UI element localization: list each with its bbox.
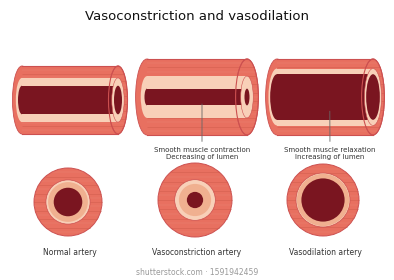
- Ellipse shape: [287, 164, 359, 236]
- Ellipse shape: [46, 180, 90, 224]
- Ellipse shape: [270, 74, 284, 120]
- Text: Vasoconstriction and vasodilation: Vasoconstriction and vasodilation: [85, 10, 309, 23]
- Ellipse shape: [145, 89, 149, 105]
- Ellipse shape: [48, 182, 88, 222]
- Ellipse shape: [16, 78, 28, 122]
- Polygon shape: [22, 66, 118, 134]
- Ellipse shape: [175, 180, 216, 220]
- Polygon shape: [22, 86, 118, 114]
- Ellipse shape: [179, 184, 211, 216]
- Ellipse shape: [13, 66, 32, 134]
- Ellipse shape: [245, 89, 249, 105]
- Ellipse shape: [114, 86, 122, 114]
- Text: Smooth muscle relaxation
Increasing of lumen: Smooth muscle relaxation Increasing of l…: [284, 111, 376, 160]
- Ellipse shape: [141, 76, 153, 118]
- Ellipse shape: [301, 178, 345, 221]
- Ellipse shape: [18, 86, 26, 114]
- Ellipse shape: [112, 78, 124, 122]
- Polygon shape: [277, 59, 373, 135]
- Text: Vasodilation artery: Vasodilation artery: [288, 248, 361, 257]
- Ellipse shape: [362, 59, 385, 135]
- Text: Smooth muscle contraction
Decreasing of lumen: Smooth muscle contraction Decreasing of …: [154, 104, 250, 160]
- Ellipse shape: [266, 59, 288, 135]
- Polygon shape: [147, 76, 247, 118]
- Ellipse shape: [108, 66, 128, 134]
- Text: Vasoconstriction artery: Vasoconstriction artery: [152, 248, 242, 257]
- Ellipse shape: [54, 188, 82, 216]
- Ellipse shape: [241, 76, 253, 118]
- Ellipse shape: [34, 168, 102, 236]
- Polygon shape: [147, 59, 247, 135]
- Ellipse shape: [236, 59, 258, 135]
- Text: shutterstock.com · 1591942459: shutterstock.com · 1591942459: [136, 268, 258, 277]
- Ellipse shape: [366, 74, 380, 120]
- Ellipse shape: [364, 69, 381, 125]
- Text: Normal artery: Normal artery: [43, 248, 97, 257]
- Ellipse shape: [297, 174, 349, 226]
- Ellipse shape: [268, 69, 286, 125]
- Ellipse shape: [296, 173, 350, 227]
- Polygon shape: [277, 69, 373, 125]
- Ellipse shape: [136, 59, 158, 135]
- Polygon shape: [147, 89, 247, 105]
- Ellipse shape: [158, 163, 232, 237]
- Polygon shape: [277, 74, 373, 120]
- Ellipse shape: [187, 192, 203, 208]
- Polygon shape: [22, 78, 118, 122]
